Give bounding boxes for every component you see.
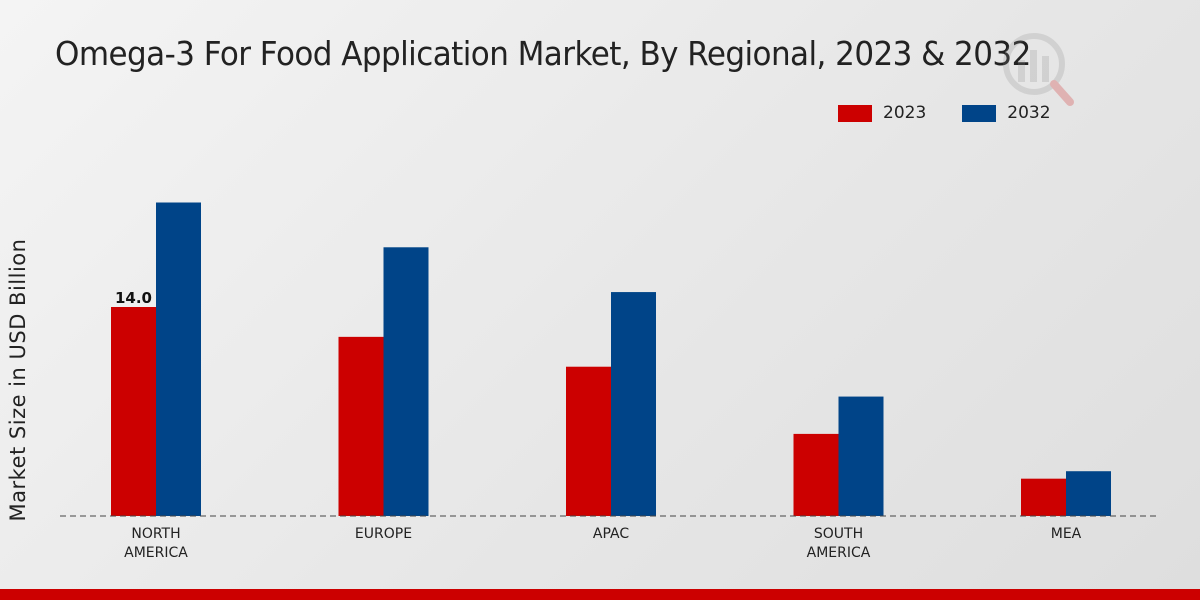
bar-2032-mea xyxy=(1066,471,1111,516)
bar-2023-north-america xyxy=(111,307,156,516)
bar-2032-north-america xyxy=(156,202,201,516)
legend-swatch-2032 xyxy=(962,104,997,122)
legend-swatch-2023 xyxy=(838,104,872,122)
x-tick-label: EUROPE xyxy=(355,526,412,542)
x-tick-label: SOUTH AMERICA xyxy=(807,526,871,561)
legend-item-2023[interactable]: 2023 xyxy=(838,103,926,123)
bar-2023-mea xyxy=(1021,478,1066,516)
watermark-logo-icon xyxy=(1003,33,1074,106)
chart-legend: 2023 2032 xyxy=(838,103,1087,123)
bar-2032-apac xyxy=(611,292,656,516)
legend-item-2032[interactable]: 2032 xyxy=(962,103,1051,123)
bar-2023-europe xyxy=(338,336,384,516)
bar-2032-europe xyxy=(383,247,429,517)
chart-title: Omega-3 For Food Application Market, By … xyxy=(55,34,1031,73)
legend-label-2023: 2023 xyxy=(883,103,927,123)
data-label: 14.0 xyxy=(115,289,152,307)
bottom-accent-bar xyxy=(0,589,1200,600)
x-tick-label: NORTH AMERICA xyxy=(124,526,188,561)
legend-label-2032: 2032 xyxy=(1007,103,1051,123)
x-tick-label: MEA xyxy=(1051,526,1082,542)
bar-2023-apac xyxy=(566,366,611,516)
bar-2023-south-america xyxy=(793,433,839,516)
x-tick-label: APAC xyxy=(593,526,629,542)
bar-2032-south-america xyxy=(838,396,884,516)
